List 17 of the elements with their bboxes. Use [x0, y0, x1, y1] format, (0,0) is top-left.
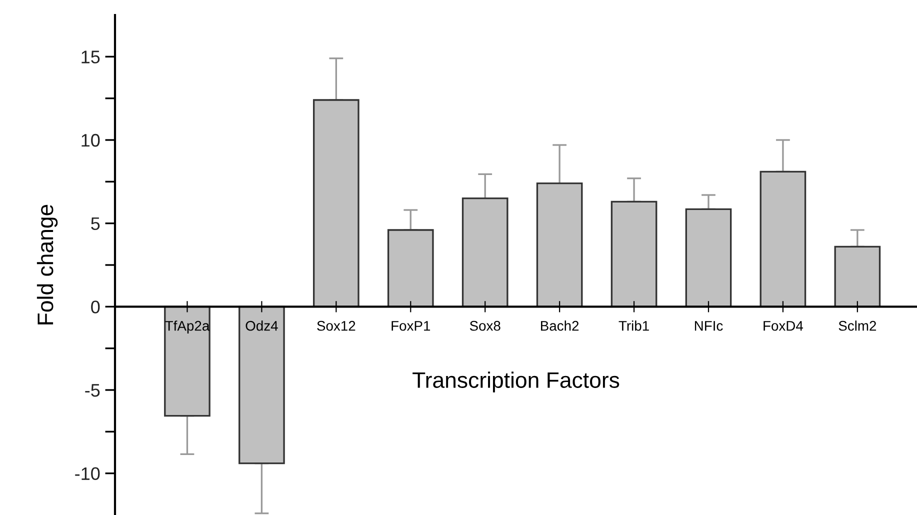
x-tick-label: Sox8 — [470, 320, 500, 331]
y-tick-label: 10 — [82, 134, 100, 147]
y-tick-label: 5 — [91, 217, 100, 230]
x-tick-label: NFIc — [694, 321, 723, 331]
y-tick-label: 15 — [82, 50, 100, 64]
y-axis-title: Fold change — [36, 204, 58, 324]
x-tick-label: Bach2 — [541, 320, 579, 331]
x-tick-label: Sclm2 — [838, 320, 876, 331]
x-axis-title: Transcription Factors — [412, 372, 620, 392]
x-tick-label: Odz4 — [246, 320, 278, 331]
x-tick-label: Trib1 — [618, 320, 649, 331]
x-tick-label: FoxP1 — [392, 321, 430, 331]
y-tick-label: -10 — [75, 467, 100, 480]
y-tick-label: 0 — [91, 300, 100, 314]
y-tick-label: -5 — [85, 384, 100, 397]
x-tick-label: Sox12 — [317, 320, 356, 331]
x-tick-label: FoxD4 — [764, 321, 804, 331]
